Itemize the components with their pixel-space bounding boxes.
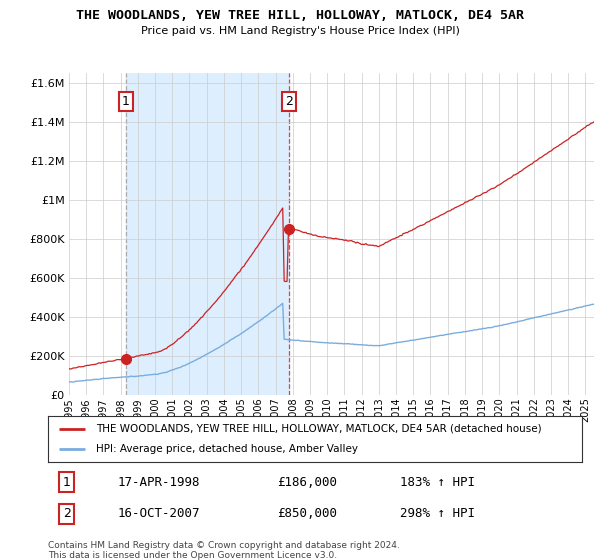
Text: 183% ↑ HPI: 183% ↑ HPI xyxy=(400,475,475,489)
Text: 16-OCT-2007: 16-OCT-2007 xyxy=(118,507,200,520)
Text: Contains HM Land Registry data © Crown copyright and database right 2024.
This d: Contains HM Land Registry data © Crown c… xyxy=(48,541,400,560)
Text: 2: 2 xyxy=(285,95,293,108)
Text: 1: 1 xyxy=(63,475,71,489)
Text: THE WOODLANDS, YEW TREE HILL, HOLLOWAY, MATLOCK, DE4 5AR (detached house): THE WOODLANDS, YEW TREE HILL, HOLLOWAY, … xyxy=(96,424,542,434)
Text: 17-APR-1998: 17-APR-1998 xyxy=(118,475,200,489)
Text: HPI: Average price, detached house, Amber Valley: HPI: Average price, detached house, Ambe… xyxy=(96,444,358,454)
Bar xyxy=(125,73,289,395)
Text: THE WOODLANDS, YEW TREE HILL, HOLLOWAY, MATLOCK, DE4 5AR: THE WOODLANDS, YEW TREE HILL, HOLLOWAY, … xyxy=(76,9,524,22)
Text: 1: 1 xyxy=(122,95,130,108)
Text: 2: 2 xyxy=(63,507,71,520)
Text: Price paid vs. HM Land Registry's House Price Index (HPI): Price paid vs. HM Land Registry's House … xyxy=(140,26,460,36)
Text: 298% ↑ HPI: 298% ↑ HPI xyxy=(400,507,475,520)
Text: £186,000: £186,000 xyxy=(278,475,338,489)
Text: £850,000: £850,000 xyxy=(278,507,338,520)
